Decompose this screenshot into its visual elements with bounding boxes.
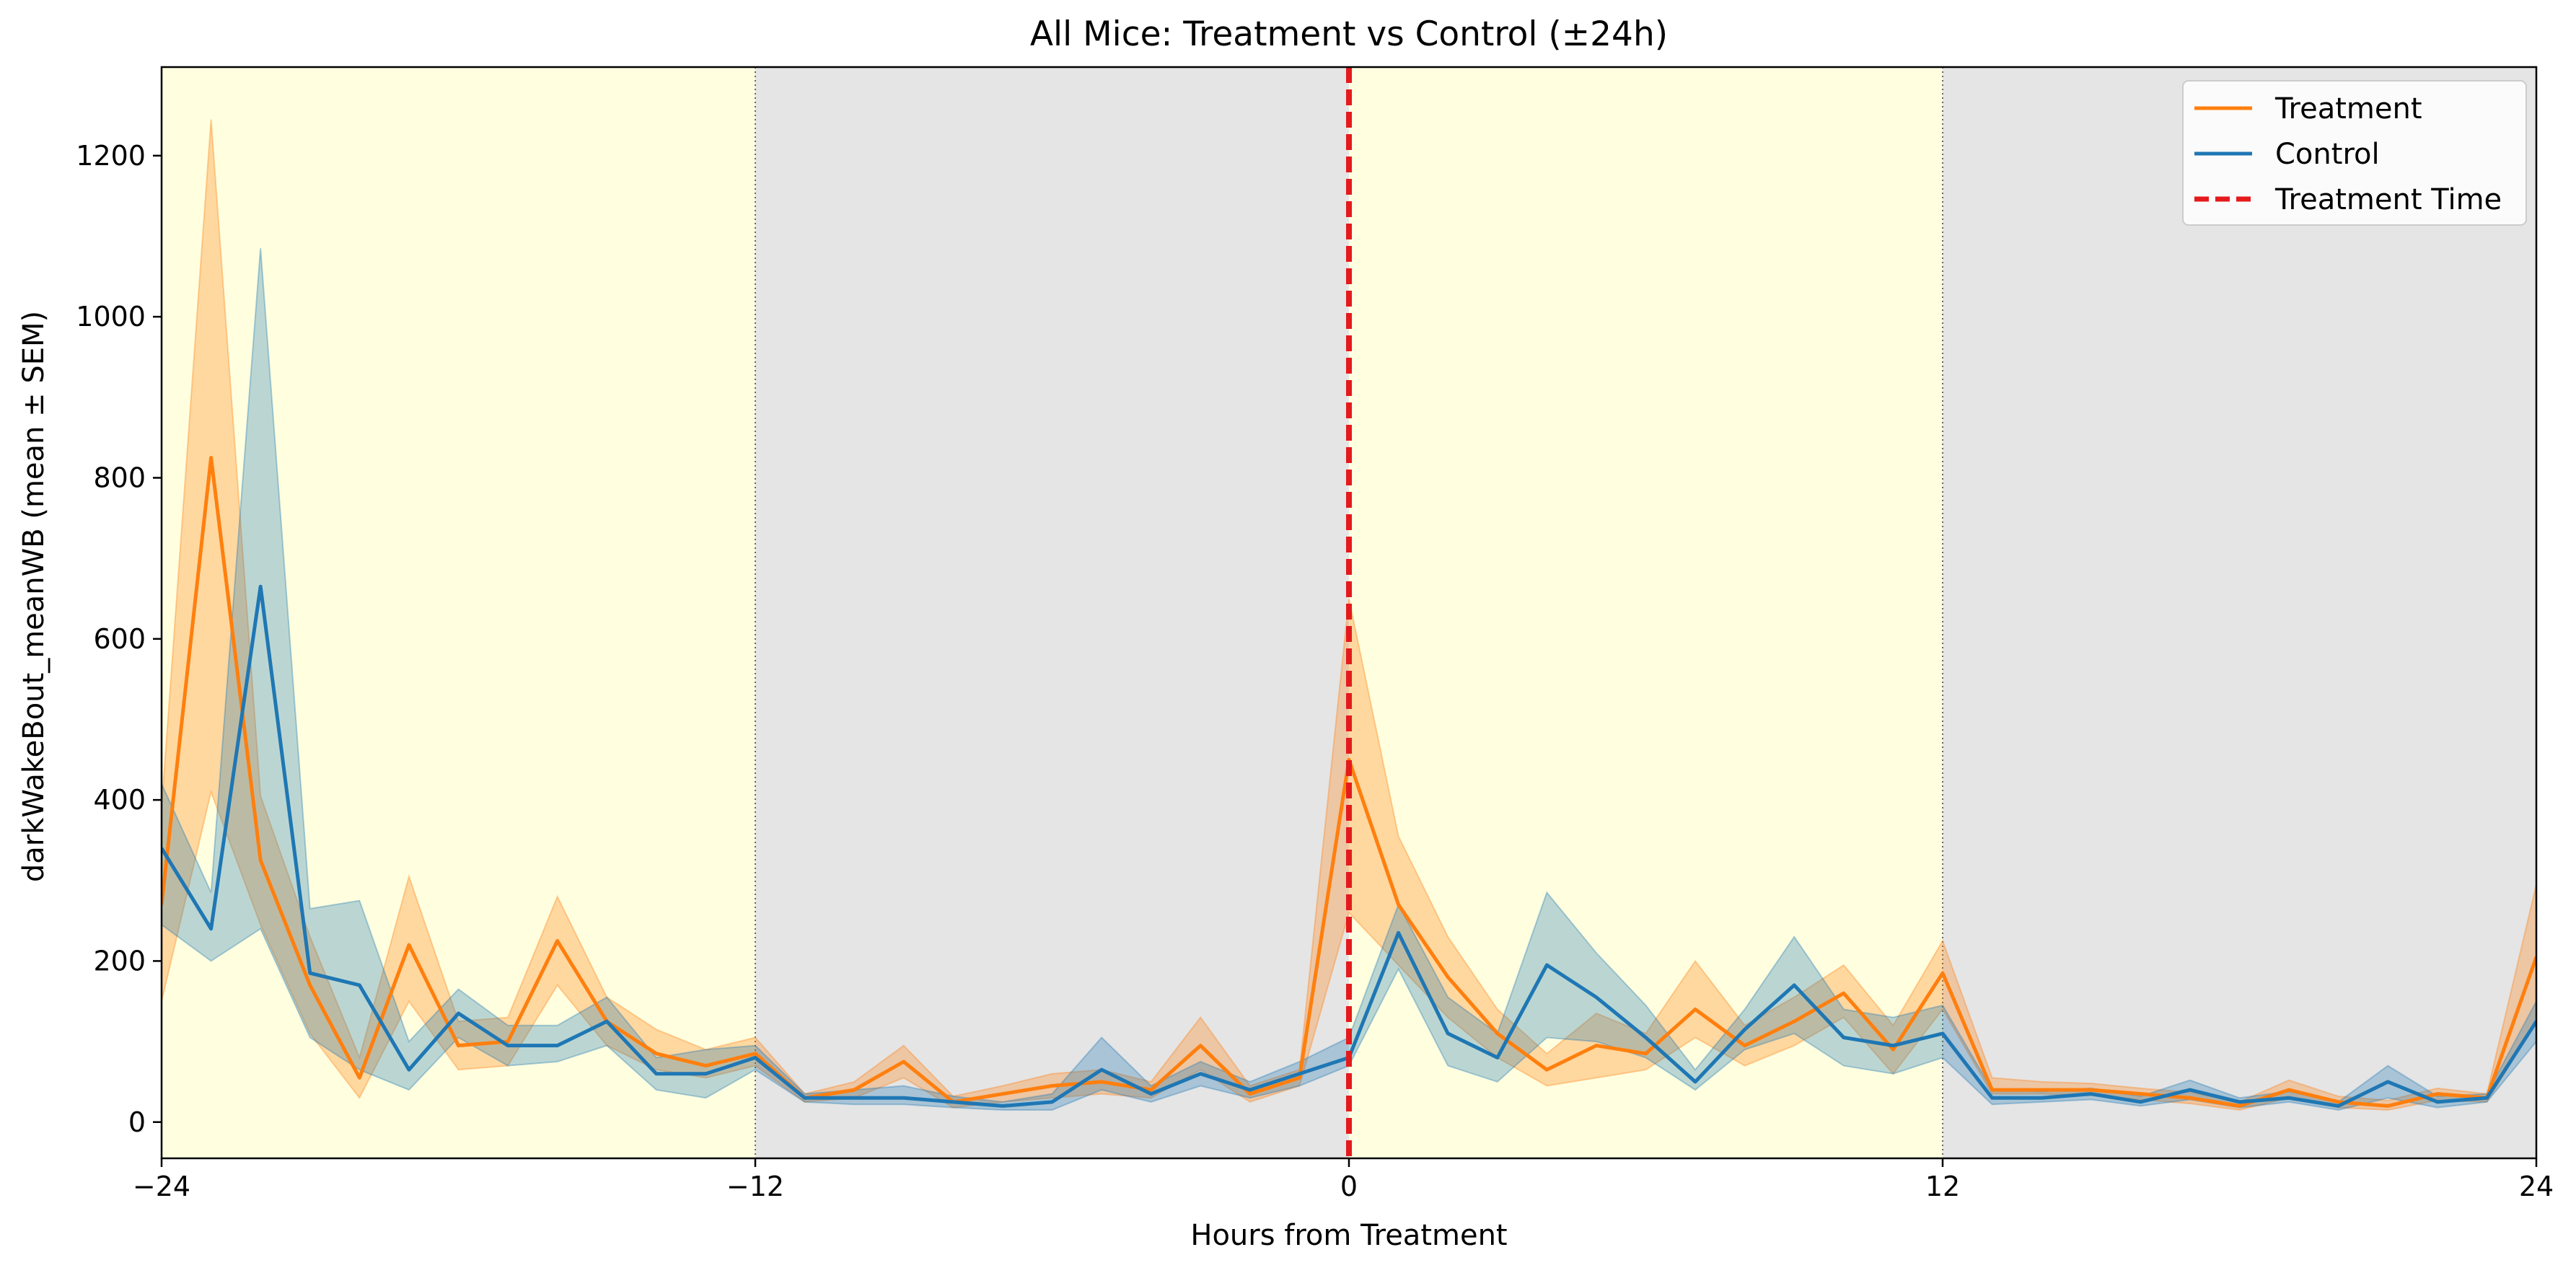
band-dark-1 (755, 67, 1349, 1158)
legend: Treatment Control Treatment Time (2182, 80, 2527, 226)
x-tick-label: 12 (1925, 1171, 1960, 1202)
x-tick-label: 0 (1340, 1171, 1358, 1202)
band-dark-3 (1943, 67, 2536, 1158)
legend-box (2182, 80, 2527, 226)
y-tick-label: 600 (93, 623, 146, 655)
x-tick-label: −24 (133, 1171, 190, 1202)
y-tick-label: 1200 (76, 140, 146, 172)
y-tick-label: 0 (128, 1106, 146, 1138)
legend-label: Treatment (2274, 92, 2422, 125)
plot-area: −24 −12 0 12 24 0 200 400 600 800 1000 1200 (76, 66, 2554, 1202)
y-tick-label: 800 (93, 462, 146, 493)
y-tick-label: 1000 (76, 301, 146, 332)
legend-label: Treatment Time (2274, 183, 2502, 216)
y-axis-label: darkWakeBout_meanWB (mean ± SEM) (17, 311, 50, 882)
x-axis-label: Hours from Treatment (1190, 1219, 1507, 1252)
legend-label: Control (2275, 138, 2380, 171)
y-tick-label: 200 (93, 945, 146, 977)
series-line-treatment (162, 456, 2536, 1108)
x-tick-label: 24 (2519, 1171, 2554, 1202)
plot-content (162, 67, 2536, 1158)
chart-title: All Mice: Treatment vs Control (±24h) (1030, 14, 1668, 54)
x-tick-label: −12 (726, 1171, 784, 1202)
band-light-0 (162, 67, 755, 1158)
y-tick-label: 400 (93, 784, 146, 816)
